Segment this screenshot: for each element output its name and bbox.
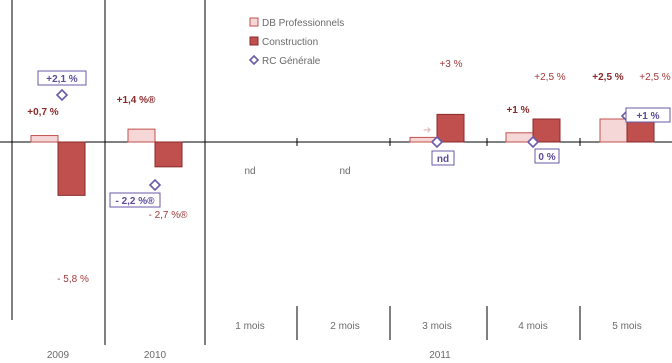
category-label: 4 mois: [518, 321, 547, 332]
rc-label-box: [625, 107, 671, 123]
group-label: 2011: [429, 350, 451, 361]
rc-label-box: [431, 150, 455, 166]
construction-value-label: +2,5 %: [534, 72, 566, 83]
legend-swatch-db: [249, 17, 259, 27]
construction-value-label: +2,5 %: [639, 72, 671, 83]
db-bar: [599, 118, 628, 143]
rc-value-label: +1 %: [636, 111, 659, 122]
db-bar: [30, 135, 59, 143]
construction-bar: [57, 141, 86, 196]
legend-swatch-rc: [248, 54, 260, 66]
rc-marker: [148, 178, 162, 192]
legend-swatch-construction: [249, 36, 259, 46]
nd-label: nd: [339, 166, 350, 177]
construction-bar: [154, 141, 183, 168]
rc-label-box: [37, 70, 87, 86]
category-label: 2 mois: [330, 321, 359, 332]
db-value-label: +1,4 %®: [117, 95, 156, 106]
group-label: 2009: [47, 350, 70, 361]
rc-value-label: - 2,2 %®: [115, 196, 155, 207]
construction-bar: [532, 118, 561, 143]
legend-label-db: DB Professionnels: [262, 18, 344, 29]
rc-label-box: [534, 148, 560, 164]
rc-label-box: [109, 192, 161, 208]
legend-label-rc: RC Générale: [262, 56, 321, 67]
arrow-icon: ➔: [423, 125, 431, 136]
construction-value-label: - 5,8 %: [57, 274, 89, 285]
rc-value-label: nd: [437, 154, 449, 165]
db-value-label: +0,7 %: [27, 107, 59, 118]
category-label: 3 mois: [422, 321, 451, 332]
legend-label-construction: Construction: [262, 37, 318, 48]
rc-marker: [526, 135, 540, 149]
rc-marker: [430, 135, 444, 149]
category-label: 5 mois: [612, 321, 641, 332]
db-value-label: +2,5 %: [592, 72, 624, 83]
db-value-label: +1 %: [506, 105, 529, 116]
db-bar: [127, 128, 156, 143]
category-label: 1 mois: [235, 321, 264, 332]
construction-value-label: - 2,7 %®: [148, 210, 188, 221]
rc-value-label: 0 %: [538, 152, 555, 163]
rc-value-label: +2,1 %: [46, 74, 78, 85]
construction-value-label: +3 %: [439, 59, 462, 70]
construction-bar: [436, 113, 465, 143]
group-label: 2010: [144, 350, 167, 361]
rc-marker: [55, 88, 69, 102]
nd-label: nd: [244, 166, 255, 177]
